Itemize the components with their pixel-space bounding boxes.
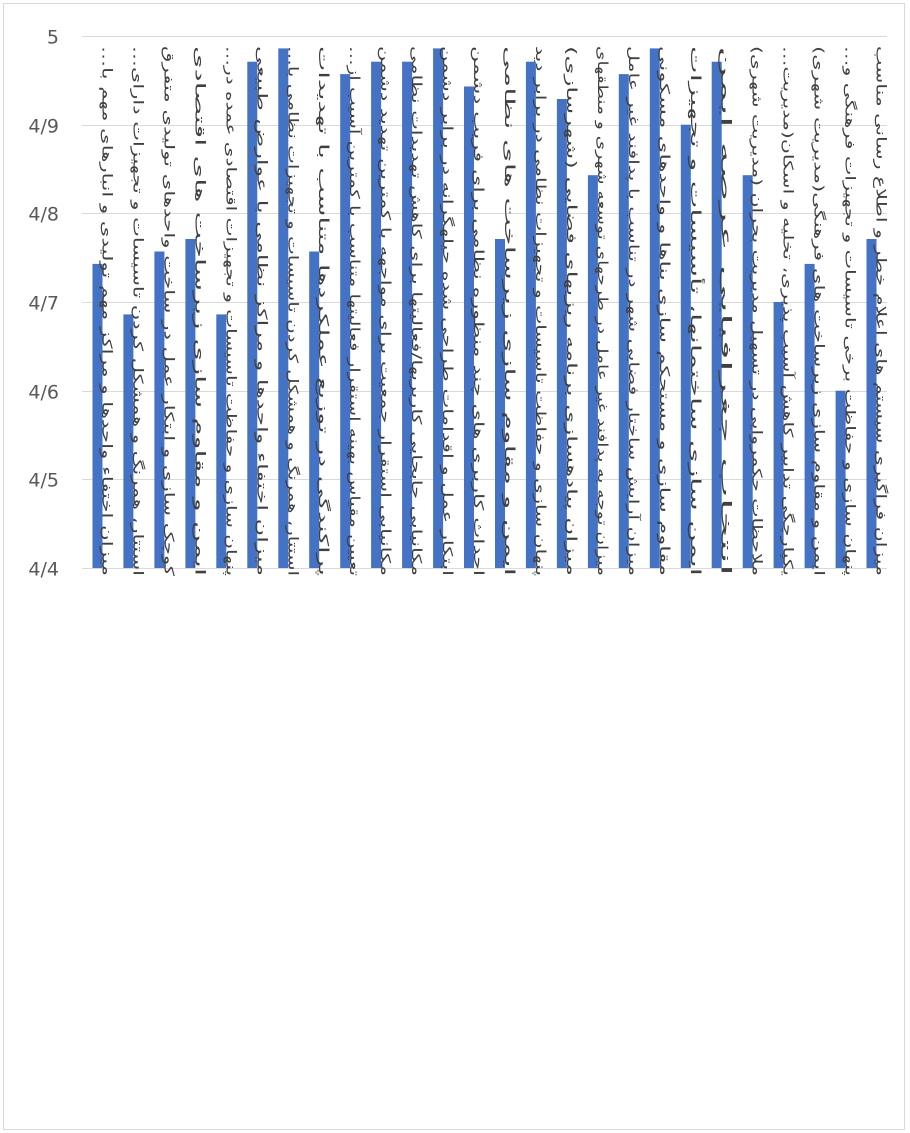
bars	[92, 48, 877, 568]
y-tick-label: 4/9	[28, 116, 59, 138]
bar	[804, 263, 815, 568]
category-label: پنهان سازی و حفاظت تاسیسات و تجهیزات نظا…	[532, 46, 548, 576]
category-label: انتخاب جغرافیایی عرصه ایمن	[718, 46, 734, 576]
category-label: میزان پیادهسازی برنامه ریزیهای فضایی (شه…	[563, 46, 579, 576]
x-axis-category-labels: میزان اختفاء واحدها و مراکز مهم تولیدی و…	[98, 46, 889, 577]
category-label: استتار، همرنگ و همشکل کردن تاسیسات و تجه…	[129, 46, 145, 576]
category-label: مکانیابی جابجایی کاربریها/فعالیتها برای …	[408, 46, 424, 576]
category-label: پنهان سازی و حفاظت تاسیسات و تجهیزات اقت…	[222, 46, 238, 576]
bar	[247, 61, 258, 568]
bar	[680, 124, 691, 568]
category-label: پراکندگی در توزیع عملکردها متناسب با تهد…	[315, 46, 332, 576]
category-label: ایمن و مقاوم سازی زیرساخت های اقتصادی	[191, 46, 207, 576]
category-label: میزان اختفاء واحدها و مراکز مهم تولیدی و…	[98, 46, 114, 576]
y-tick-label: 4/7	[28, 293, 59, 315]
category-label: کوچک سازی و ابتکار عمل در ساخت واحدهای ت…	[160, 46, 176, 577]
category-label: مکانیابی استقرار جمعیت برای مواجهه با کم…	[377, 46, 393, 576]
bar	[371, 61, 382, 568]
category-label: احداث کاربری های چند منظوره نظامی برای ف…	[470, 46, 486, 576]
category-label: ملاحظات حکمروایی در تسهیل مدیریت بحران (…	[749, 46, 765, 576]
category-label: پنهان سازی و حفاظت برخی تاسیسات و تجهیزا…	[842, 46, 859, 576]
category-label: ایمن و مقاوم سازی زیرساخت های نظامی	[501, 46, 517, 576]
category-label: ایمن سازی ساختمانها، تأسیسات و تجهیزات	[687, 46, 705, 576]
category-label: میزان توجه به پدافند غیر عامل در طرحهای …	[594, 46, 610, 576]
y-tick-label: 4/5	[28, 470, 59, 492]
bar	[773, 302, 784, 568]
bar	[402, 61, 413, 568]
bar	[278, 48, 289, 568]
y-tick-label: 4/4	[28, 559, 59, 581]
category-label: مقاوم سازی و مستحکم سازی بناها و واحدهای…	[656, 46, 672, 576]
category-label: ایمن و مقاوم سازی زیرساخت های فرهنگی(مدی…	[811, 46, 828, 576]
bar	[495, 239, 505, 568]
bar	[587, 175, 598, 568]
bar	[185, 239, 196, 568]
bar	[649, 48, 660, 568]
bar-chart: 4/4 4/5 4/6 4/7 4/8 4/9 5 میزان اختفاء واحدها …	[28, 27, 889, 581]
bar	[711, 61, 722, 568]
category-label: میزان آرایش ساختار فضایی شهر در تناسب با…	[625, 46, 642, 576]
bar	[340, 74, 351, 568]
bar	[618, 74, 629, 568]
category-label: میزان فراگیری سیستم های اعلام خطر و اطلا…	[873, 46, 890, 576]
bar	[154, 251, 165, 568]
bar	[123, 314, 134, 568]
y-tick-label: 4/6	[28, 382, 59, 404]
bar	[309, 251, 320, 568]
category-label: یکپارچگی تدابیر کاهش آسیب پذیری، تخلیه و…	[780, 46, 797, 576]
bar	[92, 263, 103, 568]
bar	[866, 239, 877, 568]
category-label: میزان اختفاء واحدها و مراکز نظامی با عوا…	[253, 46, 269, 576]
chart-container: 4/4 4/5 4/6 4/7 4/8 4/9 5 میزان اختفاء واحدها …	[3, 3, 905, 1130]
bar	[216, 314, 227, 568]
bar	[433, 48, 444, 568]
category-label: ابتکار عمل و اقدامات طراحی شده حیلهگرانه…	[439, 46, 456, 576]
y-tick-label: 5	[47, 27, 59, 49]
bar	[556, 99, 567, 568]
gridlines	[82, 36, 887, 569]
bar	[525, 61, 536, 568]
bar	[742, 175, 753, 568]
y-tick-label: 4/8	[28, 204, 59, 226]
bar	[464, 86, 474, 568]
category-label: تعیین مقیاس بهینه استقرار فعالیتها متناس…	[346, 46, 363, 576]
y-axis-tick-labels: 4/4 4/5 4/6 4/7 4/8 4/9 5	[28, 27, 59, 581]
category-label: استتار، همرنگ و همشکل کردن تاسیسات و تجه…	[284, 46, 300, 576]
bar	[835, 390, 846, 568]
